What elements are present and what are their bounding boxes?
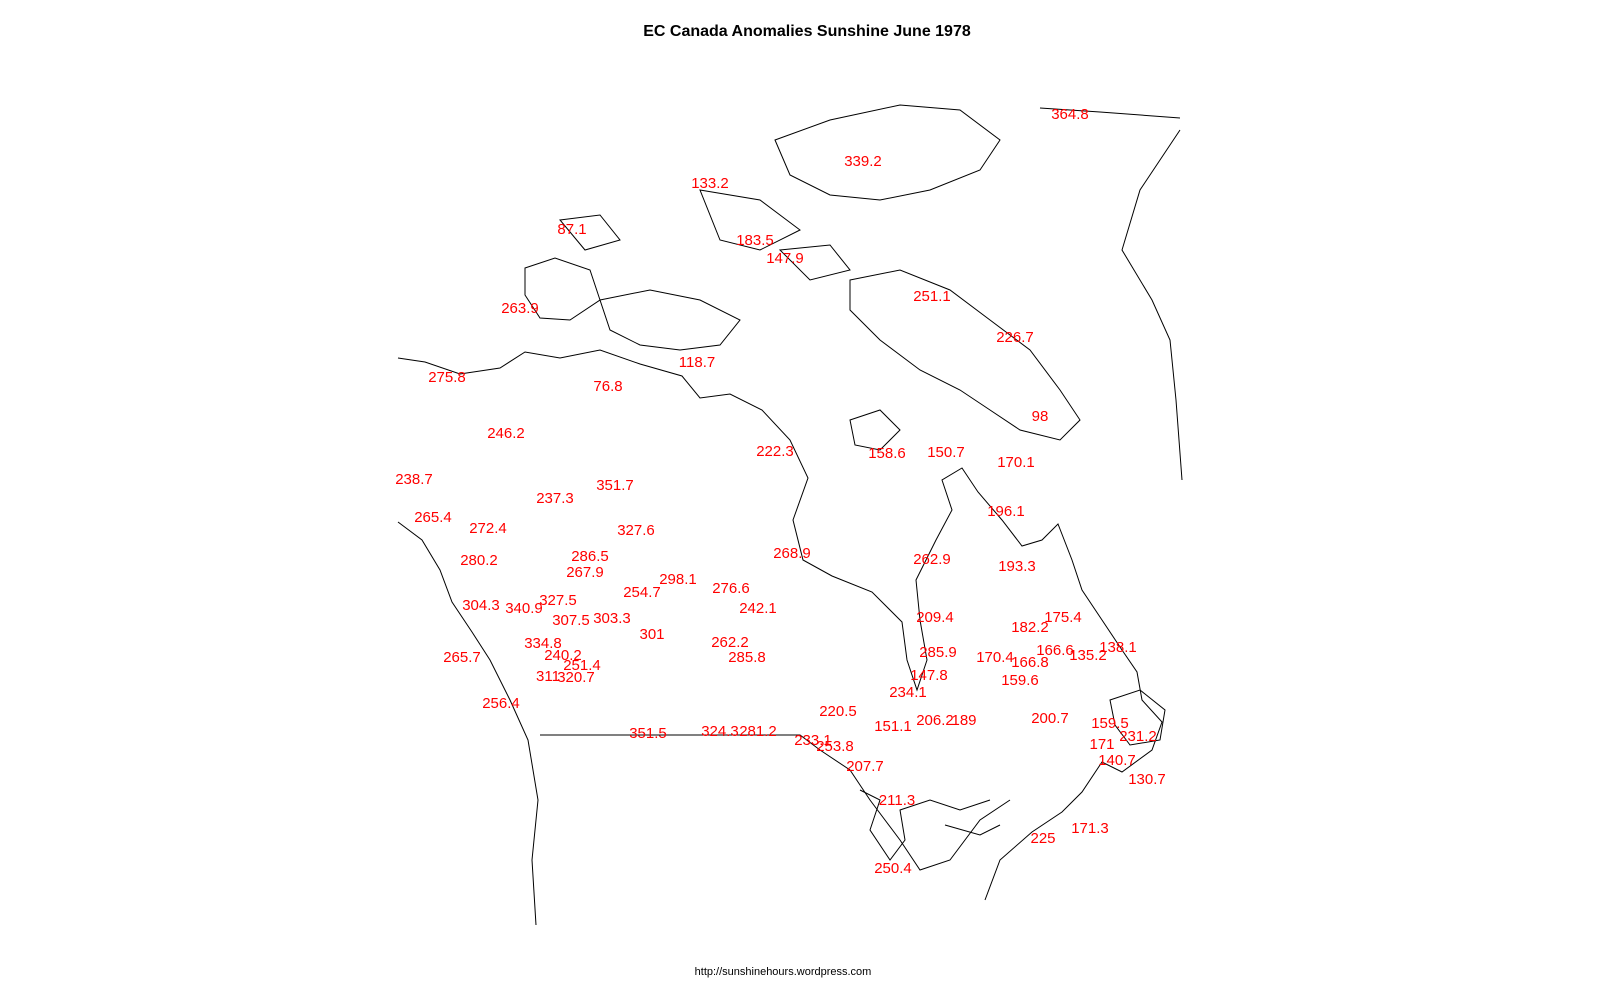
station-label: 285.9 xyxy=(919,644,957,661)
station-label: 267.9 xyxy=(566,564,604,581)
station-label: 220.5 xyxy=(819,703,857,720)
station-label: 262.9 xyxy=(913,551,951,568)
station-label: 351.7 xyxy=(596,477,634,494)
victoria-island xyxy=(599,289,741,351)
west-coast xyxy=(397,521,539,926)
station-label: 265.4 xyxy=(414,509,452,526)
station-label: 246.2 xyxy=(487,425,525,442)
border xyxy=(540,734,1011,871)
banks-island xyxy=(524,257,601,321)
station-label: 166.8 xyxy=(1011,654,1049,671)
station-label: 301 xyxy=(639,626,664,643)
station-label: 225 xyxy=(1030,830,1055,847)
station-label: 254.7 xyxy=(623,584,661,601)
station-label: 170.1 xyxy=(997,454,1035,471)
station-label: 311 xyxy=(536,668,560,685)
station-label: 307.5 xyxy=(552,612,590,629)
station-label: 234.1 xyxy=(889,684,927,701)
coastlines xyxy=(397,104,1183,926)
station-label: 150.7 xyxy=(927,444,965,461)
station-label: 209.4 xyxy=(916,609,954,626)
station-label: 303.3 xyxy=(593,610,631,627)
station-label: 171.3 xyxy=(1071,820,1109,837)
station-label: 207.7 xyxy=(846,758,884,775)
station-label: 240.2 xyxy=(544,647,582,664)
station-label: 193.3 xyxy=(998,558,1036,575)
station-label: 147.8 xyxy=(910,667,948,684)
station-label: 281.2 xyxy=(739,723,777,740)
station-label: 166.6 xyxy=(1036,642,1074,659)
station-label: 87.1 xyxy=(557,221,586,238)
station-label: 200.7 xyxy=(1031,710,1069,727)
mainland-coast xyxy=(397,349,1163,901)
station-label: 324.3 xyxy=(701,723,739,740)
station-label: 351.5 xyxy=(629,725,667,742)
station-label: 339.2 xyxy=(844,153,882,170)
newfoundland xyxy=(1109,689,1166,746)
station-label: 159.5 xyxy=(1091,715,1129,732)
station-label: 130.7 xyxy=(1128,771,1166,788)
station-label: 256.4 xyxy=(482,695,520,712)
station-label: 196.1 xyxy=(987,503,1025,520)
station-label: 285.8 xyxy=(728,649,766,666)
arctic-islands xyxy=(559,189,851,281)
station-label: 320.7 xyxy=(557,669,595,686)
station-label: 238.7 xyxy=(395,471,433,488)
station-label: 237.3 xyxy=(536,490,574,507)
station-label: 98 xyxy=(1032,408,1049,425)
station-label: 275.8 xyxy=(428,369,466,386)
station-label: 276.6 xyxy=(712,580,750,597)
station-label: 183.5 xyxy=(736,232,774,249)
station-label: 175.4 xyxy=(1044,609,1082,626)
station-label: 304.3 xyxy=(462,597,500,614)
station-label: 138.1 xyxy=(1099,639,1137,656)
station-label: 151.1 xyxy=(874,718,912,735)
station-label: 251.4 xyxy=(563,657,601,674)
map-title: EC Canada Anomalies Sunshine June 1978 xyxy=(643,23,971,40)
station-label: 140.7 xyxy=(1098,752,1136,769)
station-label: 222.3 xyxy=(756,443,794,460)
station-label: 133.2 xyxy=(691,175,729,192)
station-label: 206.2 xyxy=(916,712,954,729)
station-label: 159.6 xyxy=(1001,672,1039,689)
southampton-island xyxy=(849,409,901,451)
station-label: 364.8 xyxy=(1051,106,1089,123)
station-label: 158.6 xyxy=(868,445,906,462)
station-label: 268.9 xyxy=(773,545,811,562)
station-label: 327.5 xyxy=(539,592,577,609)
station-label: 280.2 xyxy=(460,552,498,569)
station-label: 118.7 xyxy=(679,354,715,371)
station-label: 76.8 xyxy=(593,378,622,395)
station-label: 135.2 xyxy=(1069,647,1107,664)
ellesmere-island xyxy=(774,104,1001,201)
station-label: 182.2 xyxy=(1011,619,1049,636)
station-label: 327.6 xyxy=(617,522,655,539)
station-label: 265.7 xyxy=(443,649,481,666)
station-label: 242.1 xyxy=(739,600,777,617)
station-label: 263.9 xyxy=(501,300,539,317)
station-label: 251.1 xyxy=(913,288,951,305)
station-label: 211.3 xyxy=(879,792,915,809)
station-label: 340.9 xyxy=(505,600,543,617)
station-label: 286.5 xyxy=(571,548,609,565)
station-label: 170.4 xyxy=(976,649,1014,666)
station-label: 189 xyxy=(951,712,976,729)
baffin-island xyxy=(849,269,1081,441)
station-label: 231.2 xyxy=(1119,728,1157,745)
station-label: 233.1 xyxy=(794,732,832,749)
station-label: 262.2 xyxy=(711,634,749,651)
great-lakes xyxy=(859,789,1001,861)
station-label: 171 xyxy=(1089,736,1114,753)
station-label: 250.4 xyxy=(874,860,912,877)
greenland-coast xyxy=(1039,107,1183,481)
station-label: 226.7 xyxy=(996,329,1034,346)
station-label: 147.9 xyxy=(766,250,804,267)
station-label: 253.8 xyxy=(816,738,854,755)
station-label: 298.1 xyxy=(659,571,697,588)
station-label: 334.8 xyxy=(524,635,562,652)
station-label: 272.4 xyxy=(469,520,507,537)
footer-url: http://sunshinehours.wordpress.com xyxy=(695,966,872,978)
